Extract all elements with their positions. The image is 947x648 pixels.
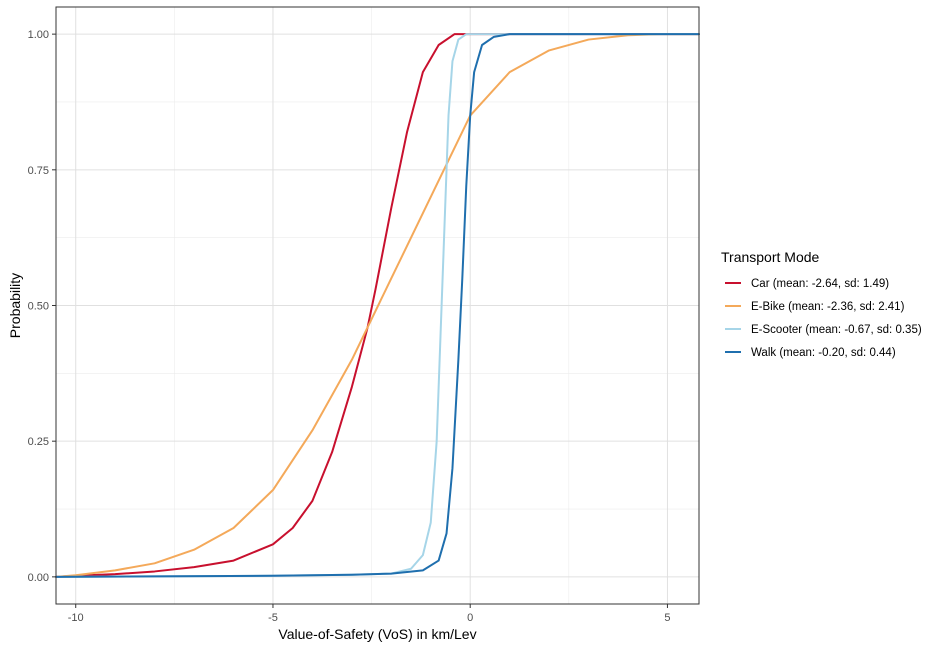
- x-tick-label: 5: [664, 612, 670, 624]
- x-tick-label: 0: [467, 612, 473, 624]
- legend: Transport Mode Car (mean: -2.64, sd: 1.4…: [721, 249, 922, 359]
- series-lines: [55, 33, 700, 578]
- y-tick-label: 1.00: [28, 29, 49, 41]
- x-tick-label: -5: [268, 612, 278, 624]
- series-line-1: [55, 33, 700, 578]
- x-tick-label: -10: [68, 612, 84, 624]
- y-tick-label: 0.50: [28, 301, 49, 313]
- series-line-0: [55, 33, 700, 578]
- legend-label-1: E-Bike (mean: -2.36, sd: 2.41): [751, 301, 905, 313]
- y-axis: 0.00 0.25 0.50 0.75 1.00: [28, 29, 56, 584]
- y-axis-title: Probability: [7, 273, 23, 338]
- legend-label-3: Walk (mean: -0.20, sd: 0.44): [751, 347, 896, 359]
- y-tick-label: 0.75: [28, 165, 49, 177]
- legend-label-0: Car (mean: -2.64, sd: 1.49): [751, 278, 889, 290]
- legend-label-2: E-Scooter (mean: -0.67, sd: 0.35): [751, 324, 922, 336]
- y-tick-label: 0.25: [28, 436, 49, 448]
- x-axis-title: Value-of-Safety (VoS) in km/Lev: [278, 626, 476, 642]
- x-axis: -10 -5 0 5: [68, 604, 671, 624]
- series-line-3: [55, 33, 700, 578]
- legend-title: Transport Mode: [721, 249, 820, 265]
- y-tick-label: 0.00: [28, 572, 49, 584]
